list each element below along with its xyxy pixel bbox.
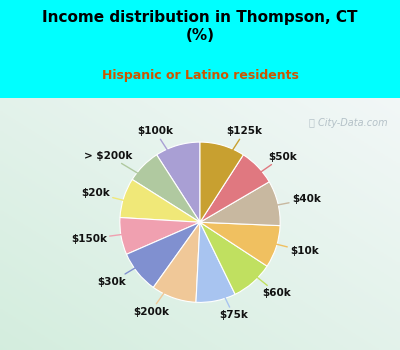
Text: ⓘ City-Data.com: ⓘ City-Data.com: [309, 118, 388, 128]
Wedge shape: [157, 142, 200, 222]
Wedge shape: [200, 155, 269, 222]
Text: $60k: $60k: [228, 253, 291, 298]
Wedge shape: [126, 222, 200, 287]
Text: $10k: $10k: [240, 235, 319, 256]
Wedge shape: [120, 218, 200, 254]
Wedge shape: [200, 142, 243, 222]
Text: $40k: $40k: [240, 195, 321, 212]
Text: $20k: $20k: [81, 188, 160, 210]
Wedge shape: [200, 222, 267, 294]
Wedge shape: [200, 222, 280, 266]
Wedge shape: [196, 222, 235, 302]
Wedge shape: [153, 222, 200, 302]
Text: Hispanic or Latino residents: Hispanic or Latino residents: [102, 69, 298, 82]
Text: $100k: $100k: [137, 126, 188, 182]
Text: $150k: $150k: [71, 230, 159, 244]
Wedge shape: [120, 180, 200, 222]
Wedge shape: [200, 182, 280, 226]
Text: $50k: $50k: [230, 152, 297, 194]
Text: $75k: $75k: [208, 263, 248, 320]
Text: Income distribution in Thompson, CT
(%): Income distribution in Thompson, CT (%): [42, 10, 358, 43]
Text: $200k: $200k: [133, 261, 186, 316]
Wedge shape: [132, 155, 200, 222]
Text: $30k: $30k: [98, 248, 168, 287]
Text: > $200k: > $200k: [84, 150, 170, 193]
Text: $125k: $125k: [212, 126, 263, 182]
